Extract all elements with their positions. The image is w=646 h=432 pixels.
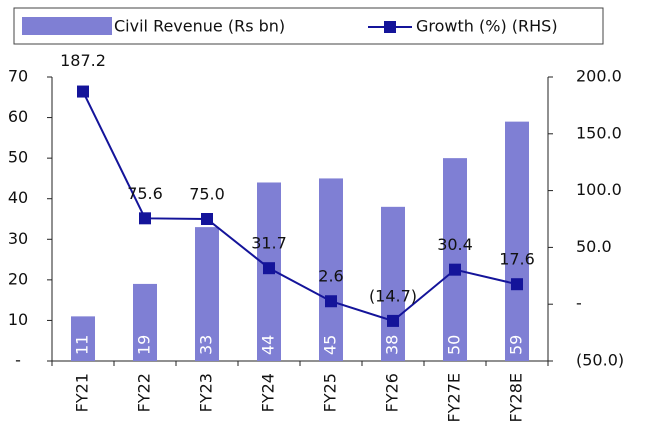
legend-box	[13, 7, 604, 45]
y-tick-label: 30	[8, 229, 28, 248]
legend-marker	[384, 21, 396, 33]
y2-tick-label: 50.0	[576, 237, 612, 256]
y-tick-label: 60	[8, 107, 28, 126]
y-tick-label: 10	[8, 310, 28, 329]
x-tick-label: FY24	[259, 373, 278, 412]
growth-marker	[263, 262, 275, 275]
growth-marker	[387, 314, 399, 327]
x-tick-label: FY26	[383, 373, 402, 412]
bar	[381, 206, 405, 361]
growth-marker	[449, 263, 461, 276]
growth-marker	[139, 212, 151, 225]
bar	[443, 158, 467, 361]
y2-tick-label: -	[576, 294, 582, 313]
bar	[505, 121, 529, 361]
bar-label: 50	[445, 335, 464, 355]
growth-label: 30.4	[437, 235, 473, 254]
bar	[71, 316, 95, 361]
y-tick-label: 20	[8, 269, 28, 288]
bar-label: 44	[259, 335, 278, 355]
bar-label: 33	[197, 335, 216, 355]
bar-label: 59	[507, 335, 526, 355]
growth-marker	[325, 295, 337, 308]
growth-label: (14.7)	[369, 286, 417, 305]
bar-label: 45	[321, 335, 340, 355]
x-tick-label: FY23	[197, 373, 216, 412]
growth-label: 75.6	[127, 184, 163, 203]
y-tick-label: -	[15, 351, 21, 370]
legend-label: Civil Revenue (Rs bn)	[114, 17, 285, 36]
bar-label: 19	[135, 335, 154, 355]
x-tick-label: FY21	[73, 373, 92, 412]
growth-line	[82, 91, 518, 323]
y2-tick-label: 100.0	[576, 180, 622, 199]
y-tick-label: 70	[8, 67, 28, 86]
growth-label: 2.6	[318, 267, 343, 286]
growth-marker	[77, 85, 89, 98]
growth-marker	[201, 213, 213, 225]
y2-tick-label: (50.0)	[576, 351, 624, 370]
y2-tick-label: 150.0	[576, 123, 622, 142]
growth-marker	[511, 278, 523, 291]
bar-label: 11	[73, 335, 92, 355]
x-tick-label: FY22	[135, 373, 154, 412]
y-tick-label: 40	[8, 188, 28, 207]
growth-label: 31.7	[251, 234, 287, 253]
bar	[133, 283, 157, 361]
bar	[319, 178, 343, 361]
y2-tick-label: 200.0	[576, 67, 622, 86]
x-tick-label: FY28E	[507, 373, 526, 422]
growth-label: 187.2	[60, 51, 106, 70]
legend-label: Growth (%) (RHS)	[416, 17, 558, 36]
y-tick-label: 50	[8, 148, 28, 167]
x-tick-label: FY25	[321, 373, 340, 412]
growth-label: 17.6	[499, 250, 535, 269]
growth-label: 75.0	[189, 185, 225, 204]
bar-label: 38	[383, 335, 402, 355]
x-tick-label: FY27E	[445, 373, 464, 422]
legend-swatch	[22, 17, 112, 35]
bar	[195, 227, 219, 361]
